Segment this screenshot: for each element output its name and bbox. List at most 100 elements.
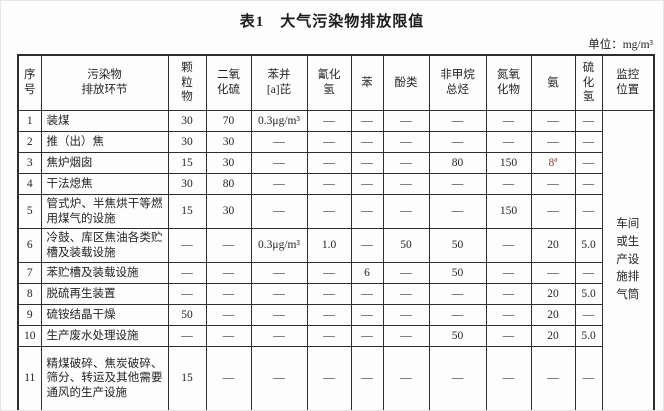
cell-emission-stage: 硫铵结晶干燥: [40, 304, 169, 326]
cell-limit-value: 50: [428, 228, 487, 263]
cell-limit-value: —: [306, 173, 352, 195]
cell-limit-value: —: [485, 110, 532, 132]
cell-limit-value: —: [167, 325, 207, 347]
column-header-stage: 污染物 排放环节: [40, 54, 169, 111]
cell-limit-value: —: [306, 325, 352, 347]
cell-limit-value: —: [350, 131, 384, 153]
table-row: 1 装煤 30 70 0.3μg/m³ — — — — — — — 车间或生产设施排气筒: [17, 110, 655, 410]
cell-limit-value: —: [306, 346, 352, 410]
cell-emission-stage: 苯贮槽及装载设施: [40, 262, 169, 284]
cell-limit-value: —: [382, 325, 430, 347]
emissions-limits-table: 序 号 污染物 排放环节 颗 粒 物 二氧 化硫 苯并 [a]芘 氰化 氢 苯 …: [17, 54, 655, 410]
cell-limit-value: 0.3μg/m³: [250, 228, 308, 263]
cell-limit-value: —: [574, 152, 603, 174]
cell-limit-value: —: [382, 346, 430, 410]
cell-limit-value: —: [350, 152, 384, 174]
cell-limit-value: 15: [167, 152, 207, 174]
cell-limit-value: —: [205, 304, 252, 326]
cell-limit-value: —: [574, 262, 603, 284]
cell-seq-number: 4: [17, 173, 42, 195]
cell-limit-value: —: [250, 325, 308, 347]
cell-limit-value: —: [428, 110, 487, 132]
cell-emission-stage: 生产废水处理设施: [40, 325, 169, 347]
cell-limit-value: 80: [428, 152, 487, 174]
cell-limit-value: 5.0: [574, 283, 603, 305]
cell-limit-value: —: [250, 173, 308, 195]
table-header: 序 号 污染物 排放环节 颗 粒 物 二氧 化硫 苯并 [a]芘 氰化 氢 苯 …: [17, 54, 655, 111]
cell-limit-value: —: [250, 262, 308, 284]
column-header-bap: 苯并 [a]芘: [250, 54, 308, 111]
cell-limit-value: —: [382, 110, 430, 132]
cell-limit-value: 15: [167, 346, 207, 410]
cell-limit-value: —: [306, 194, 352, 229]
cell-limit-value: 15: [167, 194, 207, 229]
cell-limit-value: —: [530, 173, 576, 195]
cell-limit-value: 0.3μg/m³: [250, 110, 308, 132]
table-row: 9 硫铵结晶干燥 50— — — — — — —20—: [17, 304, 654, 326]
cell-limit-value: 50: [382, 228, 430, 263]
table-row: 5 管式炉、半焦烘干等燃用煤气的设施 15 30— — — — —150— —: [17, 194, 654, 229]
header-row: 序 号 污染物 排放环节 颗 粒 物 二氧 化硫 苯并 [a]芘 氰化 氢 苯 …: [17, 54, 655, 111]
cell-limit-value: —: [205, 283, 252, 305]
cell-limit-value: —: [350, 173, 384, 195]
cell-limit-value: —: [306, 152, 352, 174]
cell-seq-number: 3: [17, 152, 42, 174]
table-row: 8 脱硫再生装置 — — — — — — — —20 5.0: [17, 283, 654, 305]
cell-limit-value: 30: [205, 131, 252, 153]
cell-limit-value: —: [205, 325, 252, 347]
monitoring-location-text: 车间或生产设施排气筒: [616, 217, 640, 302]
cell-emission-stage: 焦炉烟囱: [40, 152, 169, 174]
cell-limit-value: —: [167, 262, 207, 284]
cell-limit-value: 30: [205, 152, 252, 174]
cell-limit-value: —: [485, 325, 532, 347]
table-body: 1 装煤 30 70 0.3μg/m³ — — — — — — — 车间或生产设施排气筒 2 推（出）焦 30…: [17, 110, 655, 410]
cell-limit-value: 30: [167, 173, 207, 195]
cell-seq-number: 7: [17, 262, 42, 284]
cell-limit-value: —: [485, 346, 532, 410]
column-header-nox: 氮氧 化物: [485, 54, 532, 111]
cell-emission-stage: 冷鼓、库区焦油各类贮槽及装载设施: [40, 228, 169, 263]
column-header-pm: 颗 粒 物: [167, 54, 207, 111]
cell-limit-value: —: [306, 131, 352, 153]
cell-emission-stage: 脱硫再生装置: [40, 283, 169, 305]
column-header-benzene: 苯: [350, 54, 384, 111]
cell-limit-value: —: [167, 228, 207, 263]
cell-limit-value: —: [205, 262, 252, 284]
cell-limit-value: 80: [205, 173, 252, 195]
cell-emission-stage: 管式炉、半焦烘干等燃用煤气的设施: [40, 194, 169, 229]
cell-limit-value: —: [250, 131, 308, 153]
cell-limit-value: —: [574, 131, 603, 153]
cell-limit-value: —: [350, 194, 384, 229]
cell-limit-value: —: [428, 346, 487, 410]
cell-limit-value: —: [574, 194, 603, 229]
cell-limit-value: 30: [167, 131, 207, 153]
cell-limit-value: 150: [485, 152, 532, 174]
cell-limit-value: 50: [167, 304, 207, 326]
cell-seq-number: 1: [17, 110, 42, 132]
cell-seq-number: 6: [17, 228, 42, 263]
unit-label: 单位：mg/m³: [588, 39, 653, 51]
cell-limit-value: —: [530, 131, 576, 153]
cell-emission-stage: 干法熄焦: [40, 173, 169, 195]
cell-limit-value: —: [382, 262, 430, 284]
cell-limit-value: —: [306, 304, 352, 326]
cell-limit-value: —: [382, 131, 430, 153]
cell-limit-value: —: [485, 228, 532, 263]
table-title: 表1 大气污染物排放限值: [239, 14, 425, 30]
column-header-phenols: 酚类: [382, 54, 430, 111]
cell-limit-value: 20: [530, 304, 576, 326]
cell-limit-value: 8ª: [530, 152, 576, 174]
cell-limit-value: 5.0: [574, 228, 603, 263]
cell-limit-value: —: [574, 173, 603, 195]
cell-limit-value: 20: [530, 228, 576, 263]
cell-limit-value: —: [485, 173, 532, 195]
table-row: 6 冷鼓、库区焦油各类贮槽及装载设施 — —0.3μg/m³ 1.0—50 50—20 5.…: [17, 228, 654, 263]
cell-limit-value: —: [428, 194, 487, 229]
cell-limit-value: 6: [350, 262, 384, 284]
cell-limit-value: —: [530, 262, 576, 284]
cell-limit-value: —: [485, 262, 532, 284]
cell-limit-value: —: [530, 110, 576, 132]
cell-monitoring-location: 车间或生产设施排气筒: [601, 110, 655, 410]
cell-limit-value: —: [382, 194, 430, 229]
